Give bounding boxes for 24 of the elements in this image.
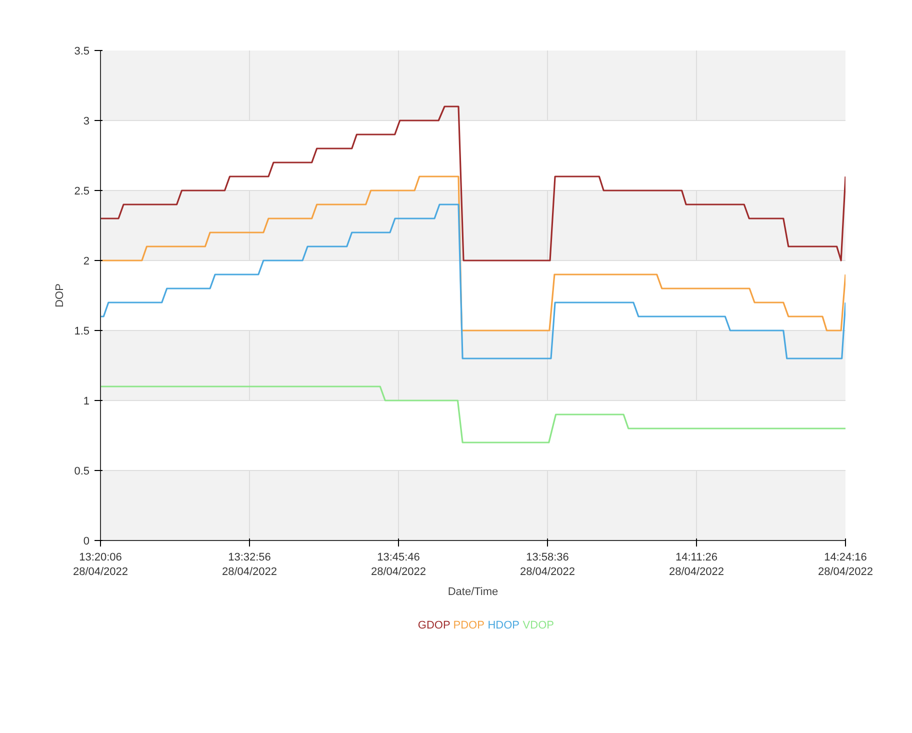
text: HDOP bbox=[488, 620, 520, 632]
y-tick-label: 3.5 bbox=[74, 46, 90, 58]
text: VDOP bbox=[522, 620, 554, 632]
line-series bbox=[100, 386, 846, 444]
y-tick-label: 3 bbox=[83, 116, 90, 128]
y-tick-label: 2.5 bbox=[74, 186, 90, 198]
x-tick-label: 14:11:26 28/04/2022 bbox=[668, 552, 724, 578]
y-tick-label: 1 bbox=[83, 396, 90, 408]
text: GDOP bbox=[418, 620, 450, 632]
line-series bbox=[100, 106, 846, 262]
x-tick-label: 13:45:46 28/04/2022 bbox=[370, 552, 426, 578]
x-axis-title: Date/Time bbox=[448, 586, 498, 598]
y-tick-label: 2 bbox=[83, 256, 90, 268]
y-tick-label: 0 bbox=[83, 536, 90, 548]
x-tick-label: 13:58:36 28/04/2022 bbox=[520, 552, 576, 578]
y-tick-label: 1.5 bbox=[74, 326, 90, 338]
line-series bbox=[100, 176, 846, 332]
y-tick-label: 0.5 bbox=[74, 466, 90, 478]
y-axis-title: DOP bbox=[54, 284, 66, 308]
text: PDOP bbox=[453, 620, 484, 632]
x-tick-label: 14:24:16 28/04/2022 bbox=[818, 552, 874, 578]
x-tick-label: 13:20:06 28/04/2022 bbox=[72, 552, 128, 578]
line-series bbox=[100, 204, 846, 360]
x-tick-label: 13:32:56 28/04/2022 bbox=[222, 552, 278, 578]
